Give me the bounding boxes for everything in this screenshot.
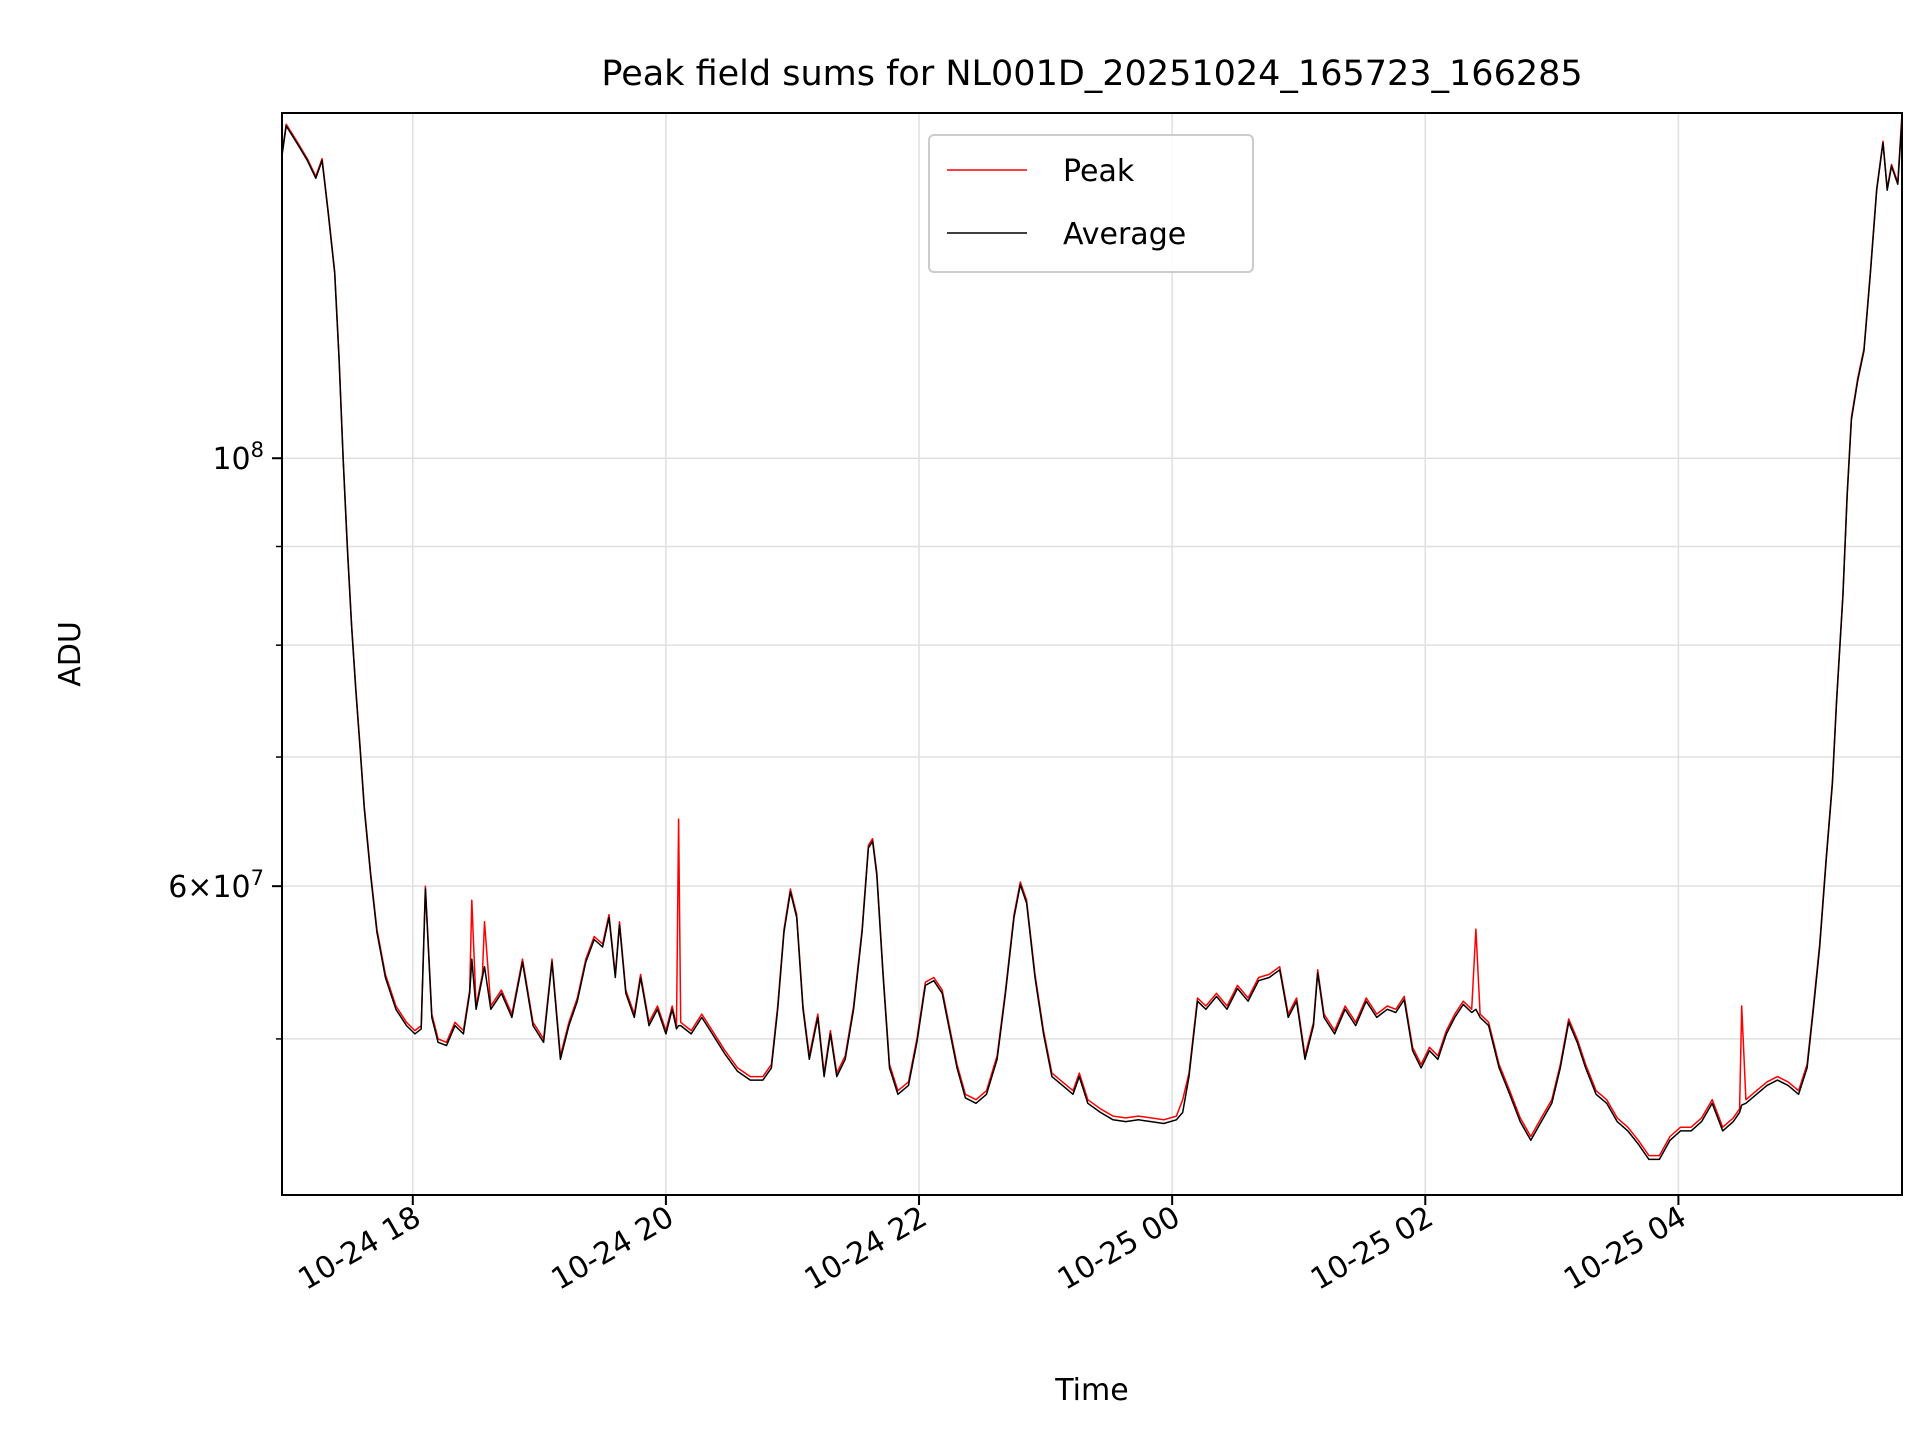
y-tick-base: 10 (212, 870, 250, 905)
y-tick-exponent: 8 (251, 438, 264, 462)
y-tick-mantissa: 6 (168, 870, 187, 905)
legend-label-average: Average (1063, 217, 1186, 252)
y-tick-label: 6×107 (168, 866, 264, 905)
plot-background (282, 113, 1902, 1195)
y-tick-times: × (187, 870, 212, 905)
series-line-average (281, 118, 1903, 1161)
grid-lines (282, 113, 1902, 1195)
legend: Peak Average (928, 134, 1254, 273)
y-axis-label: ADU (53, 621, 88, 687)
y-tick-label: 108 (212, 438, 264, 477)
y-tick-base: 10 (212, 442, 250, 477)
plot-frame (281, 112, 1903, 1196)
plot-lines (281, 112, 1903, 1161)
legend-label-peak: Peak (1063, 154, 1135, 189)
x-axis-label: Time (1054, 1373, 1128, 1408)
series-line-peak (281, 112, 1903, 1157)
chart-title: Peak field sums for NL001D_20251024_1657… (601, 54, 1582, 94)
y-tick-exponent: 7 (251, 866, 264, 890)
